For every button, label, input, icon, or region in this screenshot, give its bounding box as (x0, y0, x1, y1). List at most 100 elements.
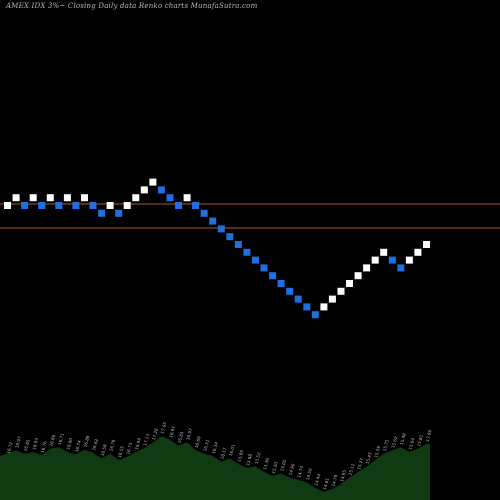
volume-label: 16.71 (57, 432, 65, 445)
volume-label: 17.09 (425, 429, 433, 442)
renko-brick-up (106, 202, 114, 209)
renko-brick-down (115, 209, 123, 217)
volume-label: 16.34 (211, 441, 219, 454)
renko-brick-down (55, 202, 63, 209)
renko-brick-down (217, 225, 225, 233)
volume-label: 15.62 (390, 435, 398, 448)
renko-brick-down (21, 202, 29, 209)
volume-label: 16.74 (74, 439, 82, 452)
renko-brick-up (4, 202, 11, 209)
chart-title: AMEX IDX 3%~ Closing Daily data Renko ch… (6, 2, 258, 10)
renko-brick-up (63, 194, 71, 202)
renko-brick-up (423, 241, 430, 248)
volume-label: 15.81 (416, 434, 424, 447)
volume-label: 16.89 (48, 434, 56, 447)
renko-brick-down (269, 272, 277, 280)
volume-label: 15.59 (373, 445, 381, 458)
volume-label: 16.58 (100, 443, 108, 456)
renko-brick-down (209, 217, 217, 225)
volume-label: 15.20 (271, 461, 279, 474)
renko-brick-down (388, 256, 396, 264)
renko-brick-up (354, 272, 362, 280)
volume-label: 16.62 (91, 438, 99, 451)
renko-brick-up (81, 194, 88, 202)
volume-label: 15.68 (245, 453, 253, 466)
volume-label: 16.72 (6, 441, 14, 454)
volume-label: 15.11 (348, 463, 356, 476)
renko-brick-down (311, 311, 319, 319)
renko-brick-down (175, 202, 182, 209)
renko-brick-down (98, 209, 106, 217)
volume-label: 16.17 (219, 447, 227, 460)
volume-label: 16.01 (228, 443, 236, 456)
renko-brick-down (72, 202, 80, 209)
volume-panel (0, 436, 430, 500)
reference-lines (0, 203, 500, 229)
volume-label: 15.75 (382, 439, 390, 452)
volume-labels: 16.72 16.97 16.85 16.93 16.76 16.89 16.71 16.90… (6, 421, 433, 490)
renko-brick-up (380, 248, 388, 256)
brick-series (4, 178, 430, 319)
volume-label: 15.36 (262, 457, 270, 470)
volume-label: 16.55 (117, 445, 125, 458)
renko-brick-down (277, 280, 285, 287)
volume-label: 15.85 (237, 449, 245, 462)
volume-label: 16.83 (177, 431, 185, 444)
renko-brick-up (46, 194, 54, 202)
volume-label: 15.48 (399, 432, 407, 445)
renko-brick-down (38, 202, 46, 209)
volume-area (0, 436, 430, 500)
renko-brick-down (243, 248, 251, 256)
volume-label: 16.51 (202, 439, 210, 452)
renko-brick-down (303, 303, 311, 311)
volume-label: 16.69 (194, 435, 202, 448)
volume-label: 14.44 (313, 473, 321, 486)
renko-brick-down (166, 194, 174, 202)
volume-label: 16.97 (14, 435, 22, 448)
renko-brick-down (286, 287, 294, 295)
renko-brick-down (234, 241, 242, 248)
volume-label: 16.91 (168, 425, 176, 438)
renko-brick-down (200, 209, 208, 217)
volume-label: 15.64 (408, 437, 416, 450)
volume-label: 14.59 (305, 467, 313, 480)
volume-label: 14.74 (296, 465, 304, 478)
volume-label: 16.76 (40, 440, 48, 453)
volume-label: 16.90 (66, 437, 74, 450)
volume-label: 16.73 (125, 442, 133, 455)
volume-label: 14.61 (322, 477, 330, 490)
volume-label: 16.85 (23, 439, 31, 452)
renko-brick-up (320, 303, 328, 311)
renko-brick-down (157, 186, 165, 194)
volume-label: 16.93 (31, 437, 39, 450)
renko-brick-down (397, 264, 405, 272)
renko-brick-up (140, 186, 148, 194)
renko-brick-up (414, 248, 422, 256)
volume-label: 15.27 (356, 457, 364, 470)
volume-label: 17.05 (160, 421, 168, 434)
renko-brick-down (294, 295, 302, 303)
renko-brick-up (123, 202, 131, 209)
renko-brick-up (132, 194, 140, 202)
volume-label: 17.28 (151, 427, 159, 440)
volume-label: 14.79 (331, 474, 339, 487)
renko-brick-up (405, 256, 413, 264)
renko-brick-up (149, 178, 157, 186)
renko-brick-down (192, 202, 200, 209)
volume-label: 16.88 (83, 435, 91, 448)
volume-label: 15.05 (279, 459, 287, 472)
renko-brick-up (337, 287, 345, 295)
volume-label: 16.94 (134, 437, 142, 450)
renko-brick-down (89, 202, 97, 209)
renko-brick-down (260, 264, 268, 272)
renko-brick-down (252, 256, 259, 264)
renko-brick-up (12, 194, 20, 202)
renko-brick-up (363, 264, 371, 272)
volume-label: 16.79 (108, 439, 116, 452)
renko-brick-down (226, 233, 234, 241)
renko-brick-up (29, 194, 37, 202)
renko-brick-up (328, 295, 336, 303)
volume-label: 17.13 (142, 433, 150, 446)
